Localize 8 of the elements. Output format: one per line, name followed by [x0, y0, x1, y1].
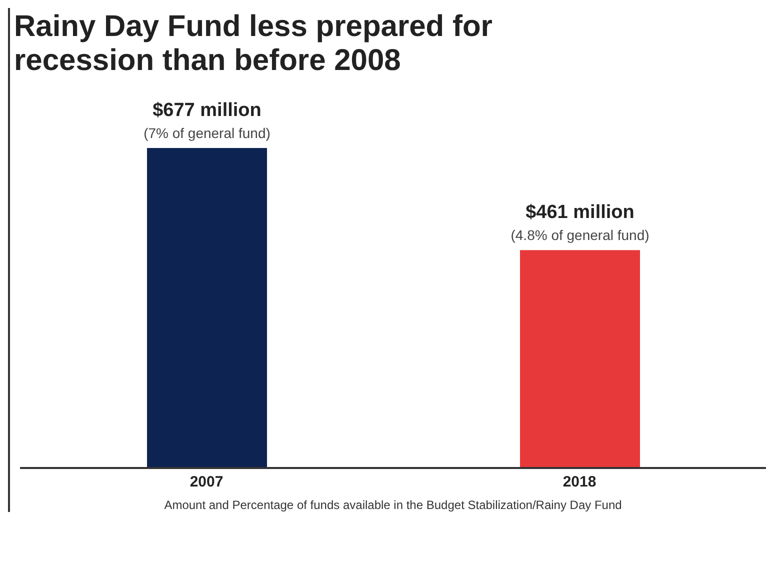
x-tick-label: 2007	[190, 474, 224, 491]
annotation: (4.8% of general fund)	[510, 227, 650, 244]
text: Amount and Percentage of funds available in the Budget Stabilization/Rainy Day Fund	[163, 498, 623, 512]
chart-title: Rainy Day Fund less prepared for recession than before 2008	[13, 9, 494, 78]
x-tick-label: 2018	[562, 474, 596, 491]
data-label: $461 million	[526, 202, 634, 224]
annotation: (7% of general fund)	[144, 125, 270, 141]
data-label: $677 million	[152, 100, 262, 121]
